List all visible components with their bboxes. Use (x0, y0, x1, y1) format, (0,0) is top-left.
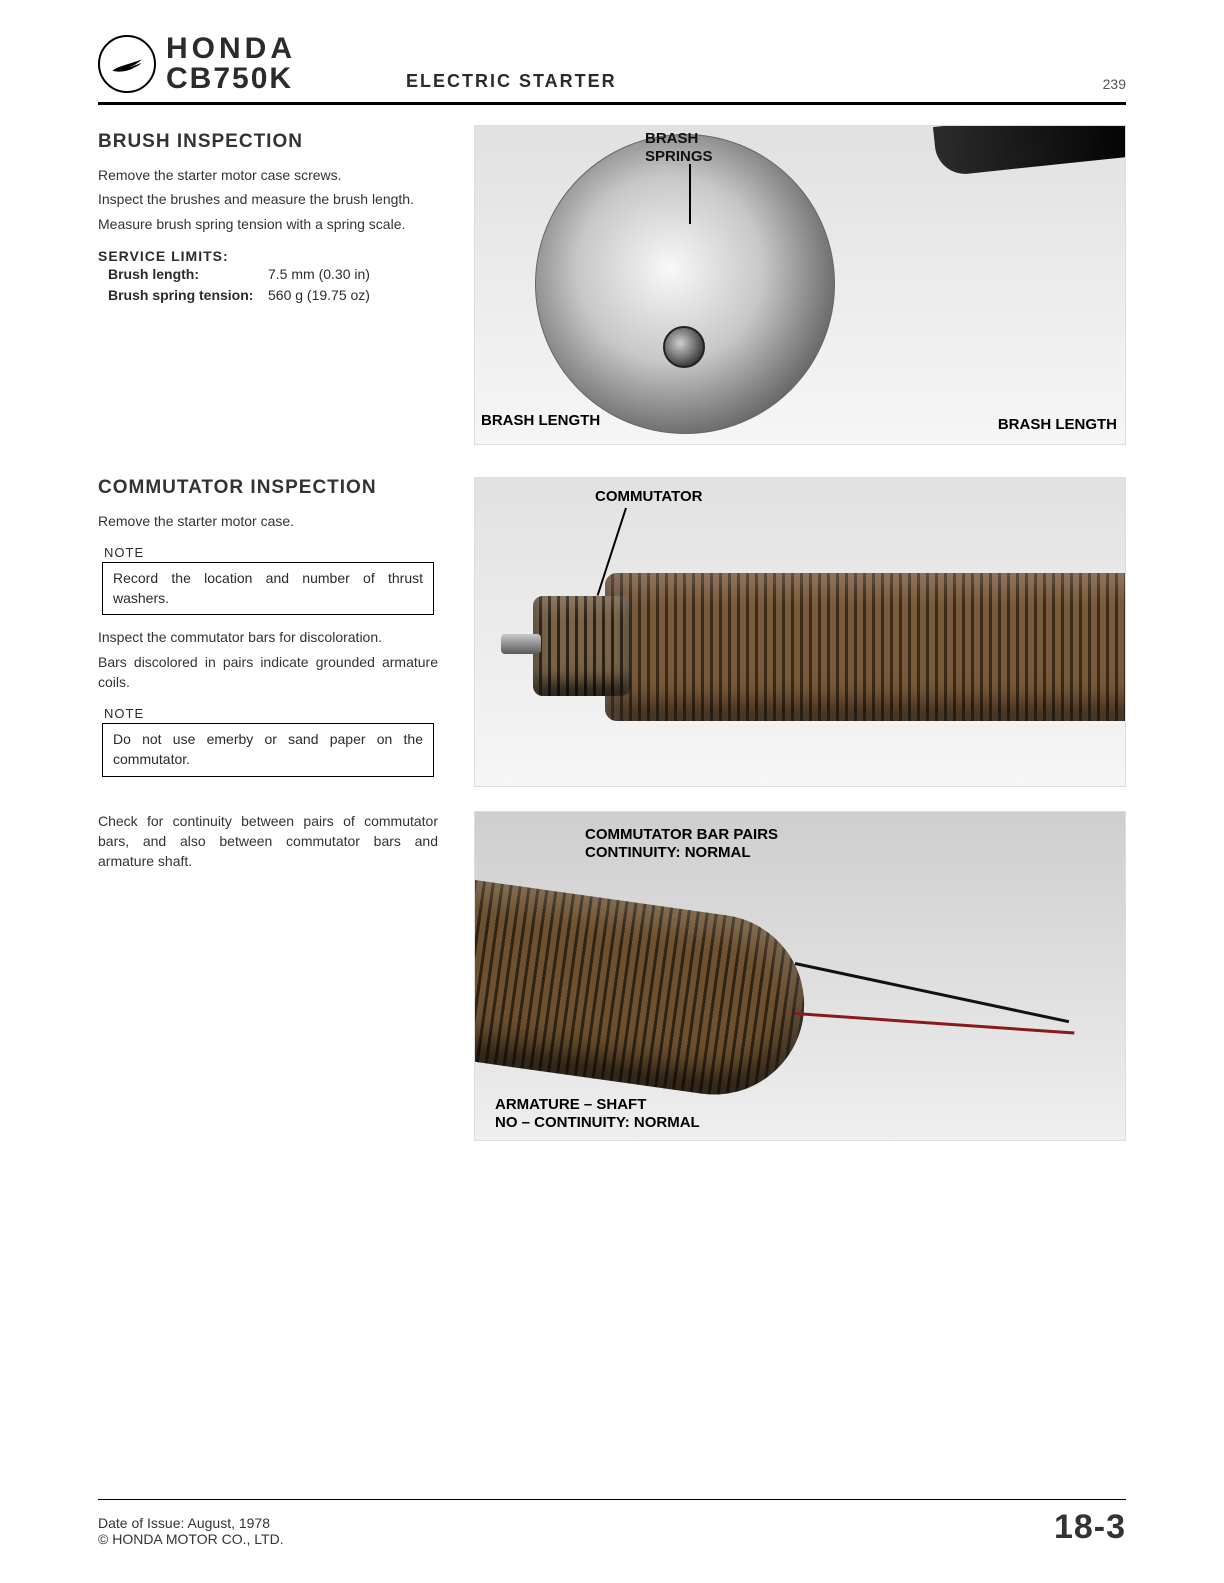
motor-shaft-shape (663, 326, 705, 368)
manual-page: HONDA CB750K ELECTRIC STARTER 239 BRUSH … (0, 0, 1224, 1583)
honda-wing-logo-icon (98, 35, 156, 93)
section-title-header: ELECTRIC STARTER (296, 71, 1103, 94)
corner-page-number: 239 (1103, 76, 1126, 94)
footer-issue-date: Date of Issue: August, 1978 (98, 1515, 284, 1531)
service-limits-title: SERVICE LIMITS: (98, 248, 438, 264)
fig3-label-top: COMMUTATOR BAR PAIRS CONTINUITY: NORMAL (585, 826, 778, 862)
brand-text: HONDA CB750K (166, 34, 296, 94)
note-box: Do not use emerby or sand paper on the c… (102, 723, 434, 776)
fig3-label-bottom: ARMATURE – SHAFT NO – CONTINUITY: NORMAL (495, 1096, 700, 1132)
fig1-label-br: BRASH LENGTH (998, 416, 1117, 434)
motor-cable-shape (933, 125, 1126, 177)
service-limit-row: Brush length: 7.5 mm (0.30 in) (108, 264, 438, 285)
commutator-p1: Remove the starter motor case. (98, 511, 438, 531)
commutator-section-title: COMMUTATOR INSPECTION (98, 477, 438, 499)
wing-icon (109, 46, 145, 82)
section-spacer (98, 789, 1126, 811)
footer-page-number: 18-3 (1054, 1508, 1126, 1547)
commutator-shape (533, 596, 631, 696)
armature-cylinder-shape (605, 573, 1126, 721)
continuity-text: Check for continuity between pairs of co… (98, 811, 438, 1141)
service-limit-value: 7.5 mm (0.30 in) (268, 264, 370, 285)
footer-copyright: © HONDA MOTOR CO., LTD. (98, 1531, 284, 1547)
brand-block: HONDA CB750K (98, 34, 296, 94)
figure-commutator: COMMUTATOR (474, 477, 1126, 787)
brush-p1: Remove the starter motor case screws. (98, 165, 438, 185)
fig1-label-bl: BRASH LENGTH (481, 412, 600, 430)
commutator-p3: Bars discolored in pairs indicate ground… (98, 652, 438, 693)
fig1-label-top: BRASH SPRINGS (645, 130, 713, 166)
fig2-label: COMMUTATOR (595, 488, 702, 506)
brand-model: CB750K (166, 64, 296, 94)
header-rule (98, 102, 1126, 105)
brush-inspection-text: BRUSH INSPECTION Remove the starter moto… (98, 125, 438, 445)
body-grid: BRUSH INSPECTION Remove the starter moto… (98, 125, 1126, 1141)
commutator-p2: Inspect the commutator bars for discolor… (98, 627, 438, 647)
service-limit-label: Brush spring tension: (108, 285, 268, 306)
figure-brush-inspection: BRASH SPRINGS BRASH LENGTH BRASH LENGTH (474, 125, 1126, 445)
armature-shape (474, 877, 816, 1105)
service-limit-label: Brush length: (108, 264, 268, 285)
probe-shape (795, 962, 1070, 1023)
figure-continuity-test: COMMUTATOR BAR PAIRS CONTINUITY: NORMAL … (474, 811, 1126, 1141)
service-limits-table: Brush length: 7.5 mm (0.30 in) Brush spr… (108, 264, 438, 306)
section-spacer (98, 445, 1126, 477)
brush-p3: Measure brush spring tension with a spri… (98, 214, 438, 234)
service-limit-value: 560 g (19.75 oz) (268, 285, 370, 306)
page-header: HONDA CB750K ELECTRIC STARTER 239 (98, 34, 1126, 100)
armature-shaft-shape (501, 634, 541, 654)
brand-name: HONDA (166, 34, 296, 64)
note-label: NOTE (104, 545, 438, 560)
commutator-inspection-text: COMMUTATOR INSPECTION Remove the starter… (98, 477, 438, 789)
footer-issue-block: Date of Issue: August, 1978 © HONDA MOTO… (98, 1515, 284, 1547)
page-footer: Date of Issue: August, 1978 © HONDA MOTO… (98, 1499, 1126, 1547)
service-limit-row: Brush spring tension: 560 g (19.75 oz) (108, 285, 438, 306)
note-label: NOTE (104, 706, 438, 721)
motor-face-shape (535, 134, 835, 434)
note-box: Record the location and number of thrust… (102, 562, 434, 615)
continuity-p1: Check for continuity between pairs of co… (98, 811, 438, 872)
brush-section-title: BRUSH INSPECTION (98, 131, 438, 153)
leader-line (689, 164, 691, 224)
brush-p2: Inspect the brushes and measure the brus… (98, 189, 438, 209)
